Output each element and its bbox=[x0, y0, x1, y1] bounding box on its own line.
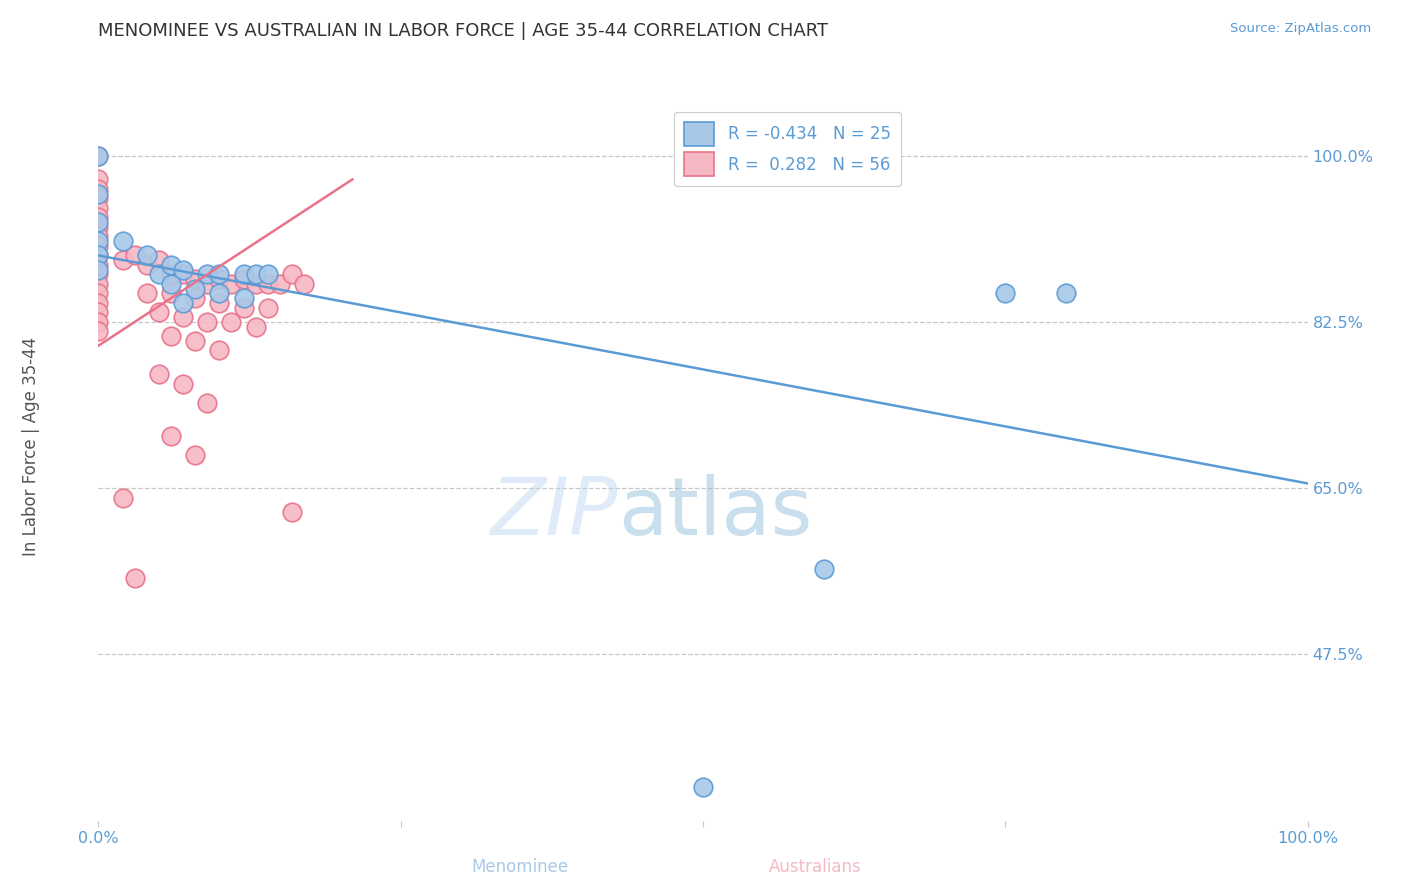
Text: Source: ZipAtlas.com: Source: ZipAtlas.com bbox=[1230, 22, 1371, 36]
Point bbox=[87, 149, 110, 163]
Point bbox=[184, 448, 207, 462]
Point bbox=[148, 367, 170, 381]
Point bbox=[135, 286, 157, 301]
Point bbox=[232, 291, 254, 305]
Point bbox=[269, 277, 291, 291]
Point bbox=[245, 277, 267, 291]
Point bbox=[692, 780, 714, 795]
Point bbox=[111, 234, 134, 248]
Point bbox=[208, 272, 231, 286]
Point bbox=[245, 268, 267, 282]
Point bbox=[87, 239, 110, 253]
Point bbox=[87, 172, 110, 186]
Point bbox=[245, 319, 267, 334]
Point bbox=[256, 268, 278, 282]
Point bbox=[994, 286, 1017, 301]
Point bbox=[111, 491, 134, 505]
Point bbox=[292, 277, 315, 291]
Point bbox=[87, 248, 110, 262]
Text: atlas: atlas bbox=[619, 475, 813, 552]
Point bbox=[135, 258, 157, 272]
Point bbox=[87, 325, 110, 339]
Point bbox=[148, 268, 170, 282]
Point bbox=[160, 329, 183, 343]
Point bbox=[87, 201, 110, 215]
Point bbox=[87, 258, 110, 272]
Point bbox=[195, 395, 218, 409]
Point bbox=[208, 343, 231, 358]
Point bbox=[195, 268, 218, 282]
Point bbox=[232, 272, 254, 286]
Point bbox=[124, 571, 146, 585]
Point bbox=[87, 268, 110, 282]
Point bbox=[135, 248, 157, 262]
Point bbox=[281, 268, 304, 282]
Point bbox=[87, 286, 110, 301]
Point bbox=[124, 248, 146, 262]
Point bbox=[87, 305, 110, 319]
Point bbox=[195, 277, 218, 291]
Point bbox=[87, 149, 110, 163]
Point bbox=[208, 286, 231, 301]
Point bbox=[184, 282, 207, 296]
Point bbox=[87, 315, 110, 329]
Point bbox=[172, 296, 194, 310]
Point bbox=[148, 253, 170, 268]
Point bbox=[87, 219, 110, 234]
Point bbox=[87, 234, 110, 248]
Point bbox=[160, 268, 183, 282]
Point bbox=[172, 262, 194, 277]
Point bbox=[160, 258, 183, 272]
Point bbox=[172, 376, 194, 391]
Legend: R = -0.434   N = 25, R =  0.282   N = 56: R = -0.434 N = 25, R = 0.282 N = 56 bbox=[675, 112, 901, 186]
Point bbox=[256, 277, 278, 291]
Point bbox=[813, 562, 835, 576]
Point bbox=[184, 334, 207, 348]
Point bbox=[160, 429, 183, 443]
Point bbox=[256, 301, 278, 315]
Point bbox=[148, 305, 170, 319]
Point bbox=[87, 277, 110, 291]
Point bbox=[184, 291, 207, 305]
Text: Australians: Australians bbox=[769, 858, 862, 876]
Point bbox=[232, 301, 254, 315]
Point bbox=[87, 229, 110, 244]
Point bbox=[87, 182, 110, 196]
Point bbox=[87, 191, 110, 205]
Point bbox=[172, 310, 194, 325]
Point bbox=[87, 296, 110, 310]
Point bbox=[87, 262, 110, 277]
Point bbox=[160, 286, 183, 301]
Text: MENOMINEE VS AUSTRALIAN IN LABOR FORCE | AGE 35-44 CORRELATION CHART: MENOMINEE VS AUSTRALIAN IN LABOR FORCE |… bbox=[98, 22, 828, 40]
Point bbox=[221, 277, 243, 291]
Point bbox=[184, 272, 207, 286]
Text: In Labor Force | Age 35-44: In Labor Force | Age 35-44 bbox=[22, 336, 39, 556]
Point bbox=[87, 186, 110, 201]
Point bbox=[160, 277, 183, 291]
Point bbox=[111, 253, 134, 268]
Point bbox=[87, 211, 110, 225]
Text: Menominee: Menominee bbox=[471, 858, 569, 876]
Point bbox=[281, 505, 304, 519]
Point bbox=[195, 315, 218, 329]
Text: ZIP: ZIP bbox=[491, 475, 619, 552]
Point bbox=[232, 268, 254, 282]
Point bbox=[172, 268, 194, 282]
Point bbox=[208, 268, 231, 282]
Point bbox=[221, 315, 243, 329]
Point bbox=[208, 296, 231, 310]
Point bbox=[87, 248, 110, 262]
Point bbox=[87, 215, 110, 229]
Point bbox=[1054, 286, 1077, 301]
